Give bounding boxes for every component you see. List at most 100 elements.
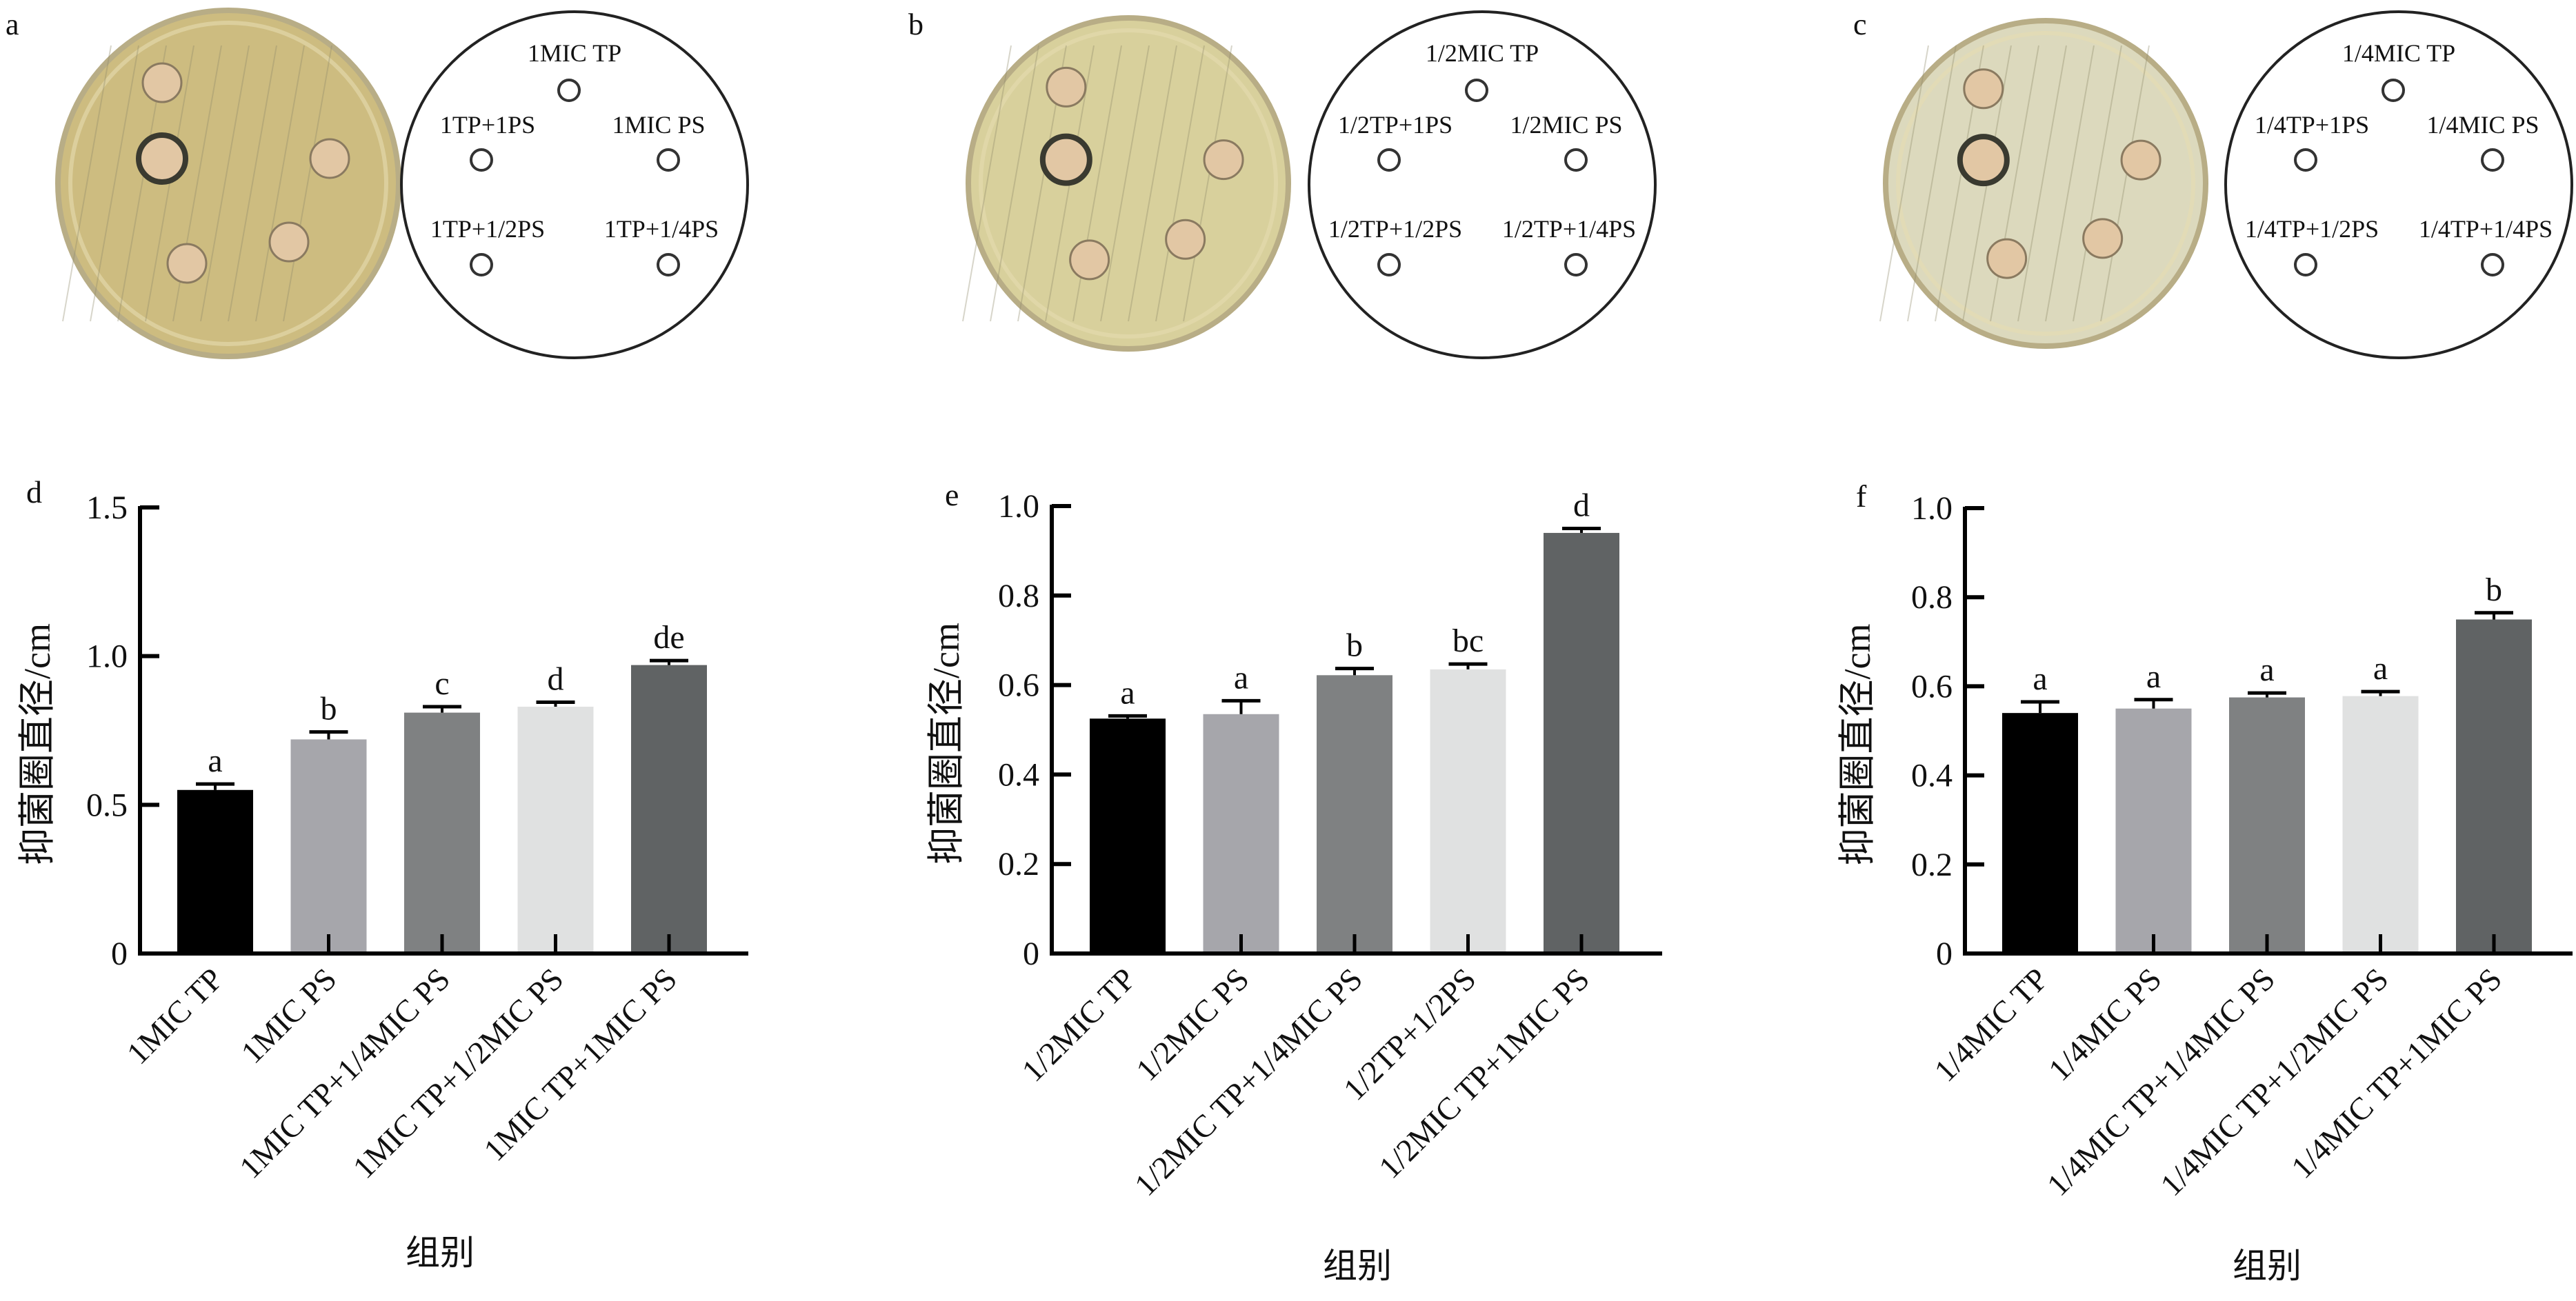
disc-label: 1/2TP+1/2PS [1328,215,1462,243]
panel-letter: e [945,477,959,512]
disc-position-marker [2481,148,2504,172]
disc-label: 1/4TP+1PS [2255,111,2369,139]
antibiotic-disc [1203,139,1244,181]
significance-label: b [2486,572,2502,608]
streak-line [90,45,139,322]
significance-label: a [2259,652,2274,688]
y-tick-label: 0.2 [998,846,1039,883]
y-tick-label: 0 [111,936,128,972]
streak-line [1155,45,1205,322]
antibiotic-disc [1957,134,2010,187]
petri-dish-rim [979,28,1278,339]
bar-2 [290,739,367,954]
antibiotic-disc [268,221,310,263]
disc-label: 1/2MIC PS [1510,111,1622,139]
panel-c: c1/4MIC TP1/4TP+1PS 1/4MIC PS1/4TP+1/2PS 1… [1853,8,2573,359]
significance-label: a [2373,650,2388,687]
disc-label: 1MIC TP [528,39,621,67]
disc-position-marker [1377,253,1401,276]
bar-3 [2229,697,2305,954]
y-tick-label: 0.4 [1911,758,1953,794]
petri-dish-photo [1879,18,2208,349]
y-tick-label: 0.5 [86,787,128,823]
bar-2 [2115,708,2192,954]
significance-label: b [321,691,337,727]
x-axis-label: 组别 [406,1233,475,1272]
streak-line [2017,45,2067,322]
disc-label: 1MIC PS [612,111,705,139]
streak-line [1907,45,1957,322]
antibiotic-disc [1165,219,1206,260]
disc-label: 1TP+1/2PS [430,215,545,243]
antibiotic-disc [136,132,188,185]
significance-label: de [653,619,684,656]
bar-4 [2342,696,2419,954]
streak-line [1100,45,1150,322]
y-tick-label: 0.6 [1911,668,1953,705]
petri-dish-photo [55,8,401,359]
petri-dish-rim [68,21,388,346]
significance-label: d [548,661,564,698]
bar-1 [1090,718,1166,954]
antibiotic-disc [166,243,208,284]
panel-letter: d [26,474,42,510]
bar-3 [404,712,480,954]
y-tick-label: 0.2 [1911,847,1953,883]
streak-line [1128,45,1177,322]
streak-line [1879,45,1929,322]
bar-4 [517,706,594,954]
y-tick-label: 0 [1936,936,1953,972]
antibiotic-disc [1963,68,2004,110]
layout-diagram: 1/2MIC TP 1/2TP+1PS 1/2MIC PS 1/2TP+1/2PS 1/… [1308,10,1657,359]
significance-label: a [2146,658,2161,695]
y-axis-label: 抑菌圈直径/cm [17,623,58,865]
disk-diffusion-panels: a 1MIC TP 1TP+1PS 1MIC PS 1TP+1/2PS 1TP+1/4PS… [6,8,2573,359]
bar-1 [2002,713,2078,954]
disc-position-marker [1377,148,1401,172]
disc-position-marker [557,79,581,102]
significance-label: a [1120,674,1135,711]
streak-line [1183,45,1232,322]
antibiotic-disc [309,138,350,179]
disc-label: 1TP+1/4PS [604,215,719,243]
disc-position-marker [1564,253,1588,276]
antibiotic-disc [1039,133,1092,186]
y-tick-label: 0 [1023,936,1039,972]
disc-position-marker [1465,79,1488,102]
antibiotic-disc [2082,218,2124,259]
antibiotic-disc [1046,66,1087,108]
petri-dish-rim [1896,31,2195,336]
streak-line [2073,45,2122,322]
y-tick-label: 1.0 [998,488,1039,525]
significance-label: a [208,743,222,779]
disc-label: 1/2TP+1PS [1338,111,1452,139]
streak-line [2045,45,2095,322]
disc-label: 1/4MIC TP [2342,39,2455,67]
layout-diagram: 1MIC TP 1TP+1PS 1MIC PS 1TP+1/2PS 1TP+1/4PS [400,10,749,359]
disc-label: 1TP+1PS [440,111,535,139]
disc-label: 1/4MIC PS [2426,111,2539,139]
petri-dish [55,8,401,359]
streak-line [990,45,1039,322]
y-tick-label: 1.5 [86,490,128,526]
bar-5 [631,665,707,954]
panel-a: a 1MIC TP 1TP+1PS 1MIC PS 1TP+1/2PS 1TP+1/4PS [6,8,749,359]
streak-line [962,45,1012,322]
significance-label: a [1234,659,1248,696]
disc-position-marker [2481,253,2504,276]
x-axis-label: 组别 [2233,1247,2302,1285]
y-tick-label: 0.4 [998,756,1039,793]
y-tick-label: 1.0 [86,638,128,675]
bar-3 [1317,675,1392,954]
streak-line [255,45,305,322]
streak-line [228,45,277,322]
x-axis-label: 组别 [1323,1247,1392,1285]
significance-label: bc [1452,623,1484,659]
disc-position-marker [470,148,493,172]
disc-label: 1/2TP+1/4PS [1502,215,1636,243]
antibiotic-disc [1986,238,2028,279]
disc-position-marker [2294,253,2317,276]
antibiotic-disc [1069,239,1110,281]
disc-label: 1/2MIC TP [1426,39,1539,67]
